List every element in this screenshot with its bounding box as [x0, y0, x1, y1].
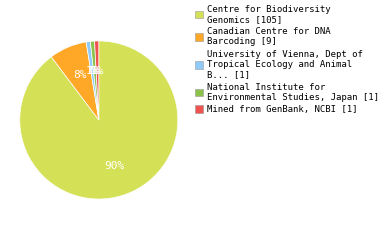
Wedge shape — [20, 41, 178, 199]
Text: 1%: 1% — [88, 66, 101, 76]
Text: 1%: 1% — [91, 66, 104, 76]
Wedge shape — [51, 42, 99, 120]
Wedge shape — [95, 41, 99, 120]
Text: 1%: 1% — [86, 66, 99, 76]
Wedge shape — [86, 42, 99, 120]
Wedge shape — [90, 41, 99, 120]
Text: 8%: 8% — [73, 70, 86, 80]
Text: 90%: 90% — [104, 162, 124, 172]
Legend: Centre for Biodiversity
Genomics [105], Canadian Centre for DNA
Barcoding [9], U: Centre for Biodiversity Genomics [105], … — [195, 5, 379, 114]
